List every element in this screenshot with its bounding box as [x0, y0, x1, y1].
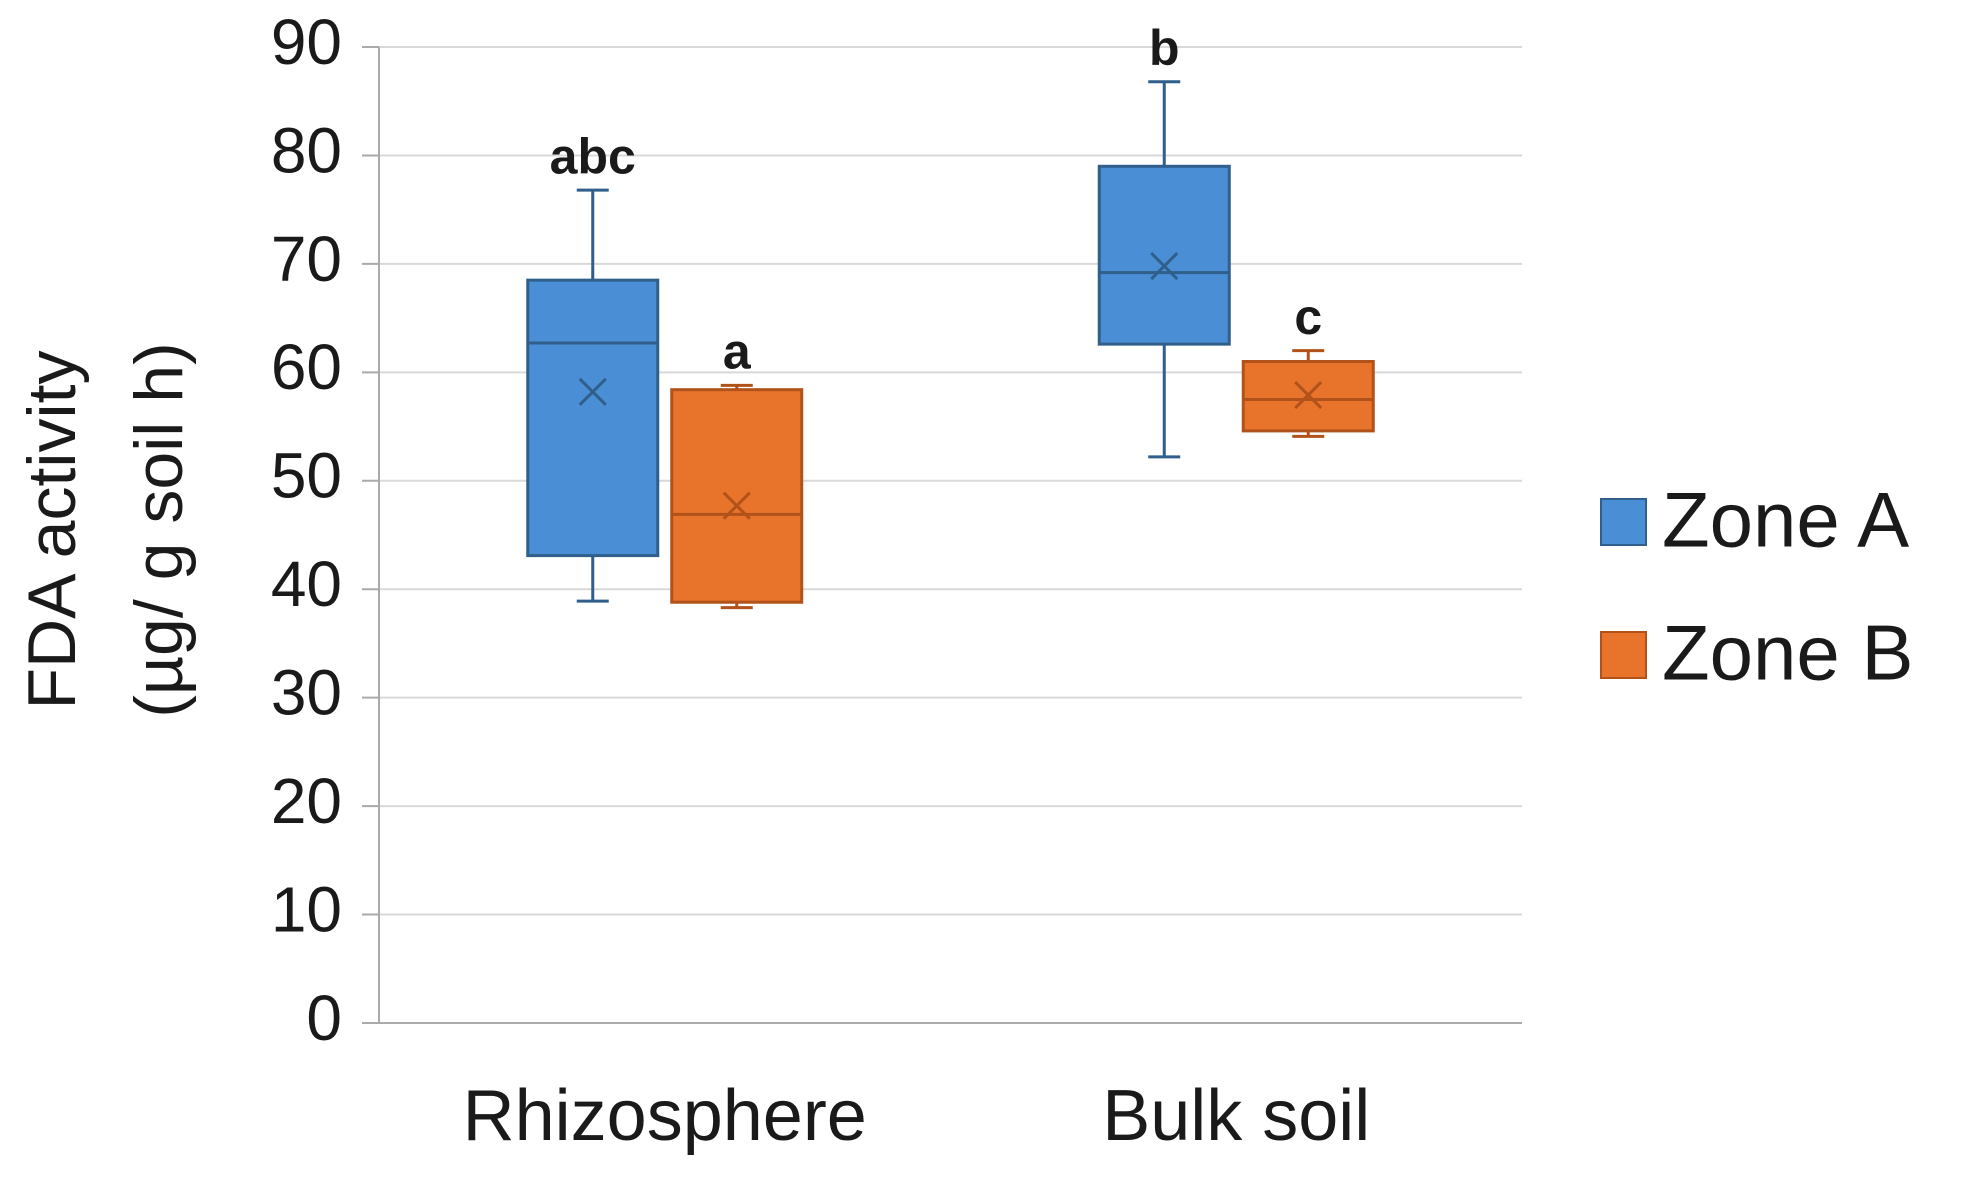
- mean-marker: [722, 491, 751, 520]
- y-tick-label: 30: [271, 657, 342, 729]
- y-tick-label: 0: [306, 982, 342, 1054]
- box: [1097, 164, 1231, 346]
- box: [526, 278, 660, 558]
- annotation: c: [1294, 289, 1322, 345]
- legend-label: Zone B: [1662, 609, 1913, 697]
- legend-label: Zone A: [1662, 476, 1909, 564]
- y-tick-label: 80: [271, 114, 342, 186]
- annotation: b: [1149, 20, 1180, 76]
- y-tick-label: 70: [271, 223, 342, 295]
- y-tick-label: 60: [271, 331, 342, 403]
- mean-marker: [1150, 251, 1179, 281]
- mean-marker: [578, 377, 607, 406]
- y-tick-label: 40: [271, 548, 342, 620]
- y-axis-title: FDA activity: [14, 351, 90, 710]
- legend-swatch: [1600, 498, 1647, 546]
- x-tick-label: Bulk soil: [1102, 1076, 1370, 1156]
- annotation: a: [723, 324, 752, 380]
- y-tick-label: 10: [271, 873, 342, 945]
- box: [670, 388, 804, 604]
- y-tick-label: 50: [271, 440, 342, 512]
- mean-marker: [1294, 381, 1323, 410]
- y-axis-title: (µg/ g soil h): [121, 342, 197, 718]
- legend-swatch: [1600, 631, 1647, 679]
- x-tick-label: Rhizosphere: [463, 1076, 867, 1156]
- y-tick-label: 20: [271, 765, 342, 837]
- y-tick-label: 90: [271, 6, 342, 78]
- annotation: abc: [550, 128, 636, 184]
